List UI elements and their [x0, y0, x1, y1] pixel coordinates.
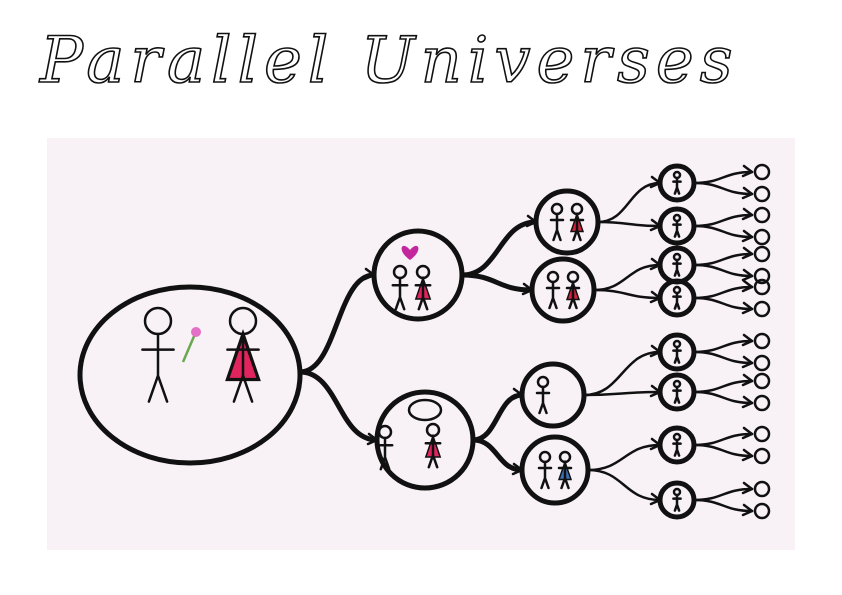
body	[535, 385, 551, 415]
body	[376, 436, 394, 471]
arrow-head	[741, 373, 754, 387]
branch	[692, 263, 754, 278]
body	[557, 460, 573, 490]
branch	[582, 390, 662, 397]
arrow-head	[741, 186, 754, 200]
flower-stem	[181, 333, 197, 363]
arrow-head	[741, 207, 754, 221]
branch	[596, 181, 662, 224]
arrow-head	[741, 395, 754, 409]
body	[141, 332, 175, 403]
body	[672, 291, 682, 310]
flower	[191, 327, 201, 337]
body	[565, 280, 581, 310]
branch	[692, 498, 754, 513]
body	[537, 460, 553, 490]
root-universe	[77, 284, 303, 466]
arrow-head	[741, 426, 754, 440]
universe-leaf	[753, 278, 771, 296]
universe-leaf	[753, 206, 771, 224]
body	[414, 276, 432, 311]
branch	[582, 350, 662, 397]
universe-leaf	[753, 372, 771, 390]
universe-leaf	[753, 480, 771, 498]
branch	[459, 272, 535, 293]
heart	[401, 245, 419, 260]
thought	[407, 398, 443, 422]
branch	[692, 296, 754, 311]
body	[672, 385, 682, 404]
title: Parallel Universes	[39, 24, 739, 98]
branch	[596, 220, 662, 228]
branch	[692, 350, 754, 365]
branch	[586, 443, 662, 472]
universe-leaf	[753, 447, 771, 465]
body	[672, 176, 682, 195]
universe-leaf	[753, 502, 771, 520]
body	[391, 276, 409, 311]
arrow-head	[741, 481, 754, 495]
universe-leaf	[753, 163, 771, 181]
universe-leaf	[753, 185, 771, 203]
universe-leaf	[753, 300, 771, 318]
body	[672, 345, 682, 364]
universe-leaf	[753, 267, 771, 285]
branch	[297, 369, 380, 443]
branch	[692, 443, 754, 458]
universe-leaf	[753, 245, 771, 263]
branch	[297, 272, 377, 375]
branch	[470, 437, 525, 473]
body	[424, 434, 442, 469]
arrow-head	[741, 301, 754, 315]
arrow-head	[741, 164, 754, 178]
arrow-head	[741, 503, 754, 517]
body	[672, 438, 682, 457]
universe-leaf	[753, 394, 771, 412]
arrow-head	[741, 268, 754, 282]
arrow-head	[741, 448, 754, 462]
branch	[692, 181, 754, 196]
body	[672, 258, 682, 277]
universe-leaf	[753, 332, 771, 350]
arrow-head	[741, 246, 754, 260]
arrow-head	[741, 355, 754, 369]
universe-leaf	[753, 354, 771, 372]
universe-tree	[77, 163, 771, 520]
branch	[692, 224, 754, 239]
branch	[459, 219, 539, 278]
universe-leaf	[753, 425, 771, 443]
branch	[586, 468, 662, 502]
body	[672, 493, 682, 512]
body	[549, 212, 565, 242]
arrow-head	[741, 333, 754, 347]
arrow-head	[741, 279, 754, 293]
body	[569, 212, 585, 242]
branch	[692, 390, 754, 405]
universe-leaf	[753, 228, 771, 246]
arrow-head	[741, 229, 754, 243]
branch	[592, 288, 662, 300]
drawing-background	[47, 138, 795, 550]
body	[545, 280, 561, 310]
body	[672, 219, 682, 238]
body	[226, 332, 260, 403]
